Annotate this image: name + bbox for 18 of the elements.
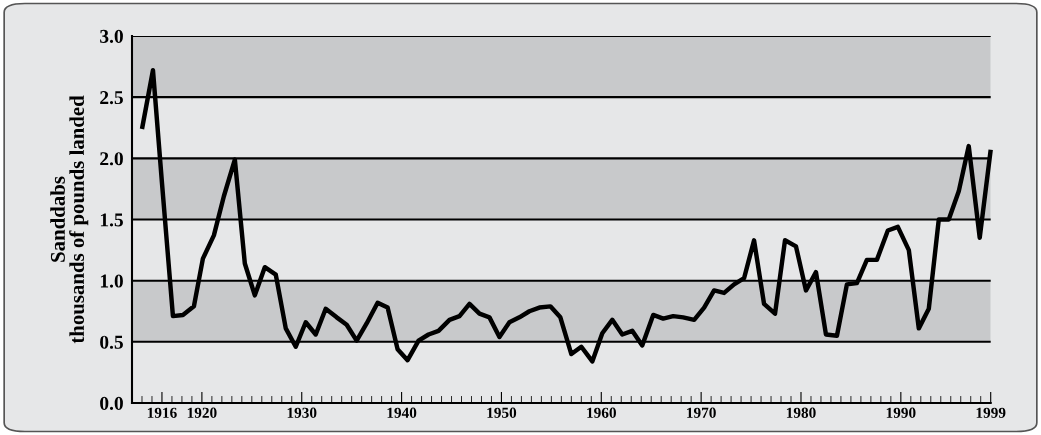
y-tick-label: 2.5 <box>100 91 123 105</box>
y-tick-label: 3.0 <box>100 29 123 44</box>
y-tick-label: 0.5 <box>100 335 123 349</box>
x-tick-label: 1990 <box>886 407 916 418</box>
x-tick-label: 1950 <box>487 407 517 418</box>
x-tick-label: 1920 <box>187 407 217 418</box>
y-axis-title: Sanddabs thousands of pounds landed <box>50 95 89 344</box>
x-tick-label: 1980 <box>786 407 816 418</box>
x-tick-label: 1999 <box>976 407 1006 418</box>
x-tick-label: 1970 <box>687 407 716 418</box>
x-tick-label: 1916 <box>147 407 177 418</box>
x-tick-label: 1930 <box>287 407 317 418</box>
y-tick-label: 2.0 <box>100 152 123 166</box>
y-tick-label: 0.0 <box>100 396 123 411</box>
x-tick-label: 1940 <box>387 407 417 418</box>
y-tick-label: 1.0 <box>100 274 123 288</box>
x-tick-label: 1960 <box>587 407 616 418</box>
y-tick-label: 1.5 <box>100 213 123 227</box>
